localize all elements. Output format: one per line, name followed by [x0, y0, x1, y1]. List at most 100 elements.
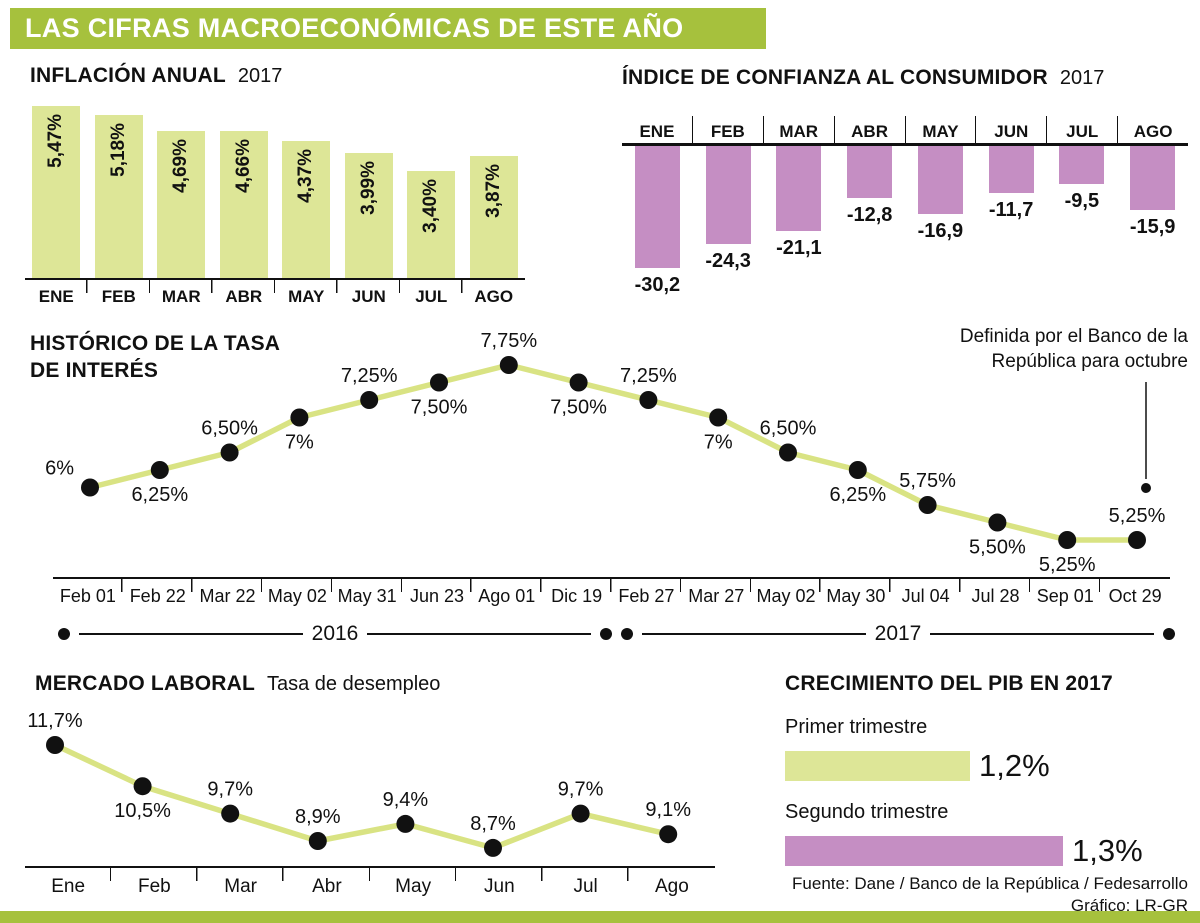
confidence-bar-column: -15,9: [1117, 146, 1188, 297]
timeline-dot: [1163, 628, 1175, 640]
timeline-line: [79, 633, 303, 635]
confidence-bar: [1059, 146, 1105, 184]
inflation-month-axis: ENE FEB MAR ABR MAY JUN JUL AGO: [25, 280, 525, 306]
interest-rate-date-label: Feb 27: [611, 579, 682, 606]
timeline: 2016 2017: [58, 622, 1175, 646]
interest-rate-value-label: 5,75%: [899, 470, 956, 492]
timeline-dot: [600, 628, 612, 640]
interest-rate-date-label: Mar 27: [681, 579, 752, 606]
unemployment-value-label: 9,7%: [558, 779, 604, 801]
footer-bar: [0, 911, 1200, 923]
interest-rate-value-label: 5,25%: [1039, 554, 1096, 576]
interest-rate-date-label: Dic 19: [541, 579, 612, 606]
interest-rate-point: [1128, 531, 1146, 549]
confidence-month-label: JUN: [976, 116, 1048, 143]
unemployment-line: [53, 742, 669, 851]
interest-rate-value-label: 5,50%: [969, 537, 1026, 559]
inflation-value-label: 4,37%: [295, 149, 317, 203]
inflation-title: INFLACIÓN ANUAL: [30, 64, 226, 87]
interest-rate-value-label: 6,25%: [131, 484, 188, 506]
unemployment-point: [484, 838, 502, 857]
gdp-value-label: 1,2%: [979, 748, 1050, 783]
gdp-item-label: Primer trimestre: [785, 716, 928, 738]
inflation-section-title: INFLACIÓN ANUAL 2017: [30, 64, 282, 88]
unemployment-point: [46, 736, 64, 754]
confidence-month-label: JUL: [1047, 116, 1119, 143]
timeline-year-2016: 2016: [311, 622, 359, 645]
confidence-value-label: -21,1: [776, 237, 822, 259]
timeline-year-2017: 2017: [874, 622, 922, 645]
unemployment-value-label: 8,9%: [295, 806, 341, 828]
timeline-line: [642, 633, 866, 635]
gdp-value-label: 1,3%: [1072, 833, 1143, 868]
unemployment-month-label: May: [370, 868, 457, 897]
interest-rate-point: [918, 496, 937, 514]
inflation-bar: 3,87%: [469, 156, 518, 278]
timeline-line: [930, 633, 1154, 635]
labor-subtitle: Tasa de desempleo: [266, 673, 441, 695]
gdp-title: CRECIMIENTO DEL PIB EN 2017: [785, 672, 1113, 695]
gdp-bar-row: 1,2%: [785, 748, 1195, 784]
source-credit: Fuente: Dane / Banco de la República / F…: [792, 874, 1188, 893]
confidence-bar-column: -16,9: [905, 146, 976, 297]
interest-rate-point: [1058, 531, 1077, 549]
inflation-month-label: MAR: [150, 280, 213, 306]
confidence-chart: ENE FEB MAR ABR MAY JUN JUL AGO -30,2 -24,3 -21,1…: [622, 116, 1188, 297]
inflation-month-label: JUL: [400, 280, 463, 306]
inflation-bar: 5,47%: [32, 106, 81, 278]
gdp-bars: Primer trimestre 1,2% Segundo trimestre 1,3…: [785, 716, 1195, 869]
interest-rate-annotation: Definida por el Banco de la República pa…: [959, 326, 1188, 372]
interest-rate-point: [81, 478, 99, 497]
interest-rate-date-label: Jun 23: [402, 579, 472, 606]
interest-rate-chart: 6% 6,25% 6,50% 7% 7,25% 7,50% 7,75% 7,50% 7,25% 7…: [45, 330, 1165, 576]
interest-rate-point: [150, 461, 169, 479]
inflation-bar: 4,66%: [219, 131, 268, 278]
confidence-bar: [917, 146, 963, 214]
interest-rate-point: [709, 408, 728, 427]
unemployment-point: [659, 825, 678, 844]
interest-rate-point: [639, 391, 658, 409]
unemployment-value-label: 9,7%: [207, 779, 253, 801]
page-title: LAS CIFRAS MACROECONÓMICAS DE ESTE AÑO: [25, 13, 684, 43]
inflation-month-label: ENE: [25, 280, 88, 306]
confidence-title: ÍNDICE DE CONFIANZA AL CONSUMIDOR: [622, 66, 1048, 89]
unemployment-month-label: Jul: [542, 868, 629, 897]
interest-rate-date-label: Feb 22: [122, 579, 193, 606]
page-title-bar: LAS CIFRAS MACROECONÓMICAS DE ESTE AÑO: [10, 8, 766, 49]
inflation-value-label: 3,99%: [357, 161, 379, 215]
inflation-year: 2017: [237, 65, 283, 87]
gdp-bar: [785, 836, 1063, 866]
interest-rate-date-label: May 02: [751, 579, 821, 606]
confidence-month-label: MAY: [906, 116, 977, 143]
confidence-month-label: FEB: [693, 116, 764, 143]
interest-rate-point: [499, 356, 518, 374]
interest-rate-date-label: May 30: [820, 579, 891, 606]
interest-rate-title: HISTÓRICO DE LA TASA DE INTERÉS: [30, 332, 280, 382]
interest-rate-value-label: 7,25%: [620, 365, 677, 387]
interest-rate-date-label: Jul 28: [960, 579, 1031, 606]
confidence-value-label: -11,7: [988, 199, 1034, 221]
inflation-value-label: 4,66%: [232, 139, 254, 193]
confidence-month-label: AGO: [1133, 122, 1173, 141]
unemployment-month-label: Ene: [25, 868, 112, 897]
unemployment-month-label: Feb: [111, 868, 198, 897]
interest-rate-date-label: Mar 22: [192, 579, 263, 606]
confidence-bar: [634, 146, 680, 268]
interest-rate-date-label: May 31: [332, 579, 403, 606]
confidence-bar: [776, 146, 822, 231]
inflation-value-label: 4,69%: [170, 139, 192, 193]
unemployment-month-label: Jun: [456, 868, 543, 897]
interest-rate-point: [569, 373, 588, 392]
interest-rate-value-label: 6,25%: [829, 484, 886, 506]
inflation-value-label: 3,40%: [420, 179, 442, 233]
interest-rate-date-label: Feb 01: [53, 579, 123, 606]
interest-rate-point: [430, 373, 448, 392]
unemployment-point: [308, 832, 327, 850]
confidence-bar-column: -11,7: [976, 146, 1047, 297]
inflation-month-label: ABR: [212, 280, 275, 306]
interest-rate-point: [848, 461, 867, 479]
interest-rate-date-label: Sep 01: [1030, 579, 1101, 606]
unemployment-point: [396, 814, 415, 833]
inflation-value-label: 5,18%: [107, 123, 129, 177]
